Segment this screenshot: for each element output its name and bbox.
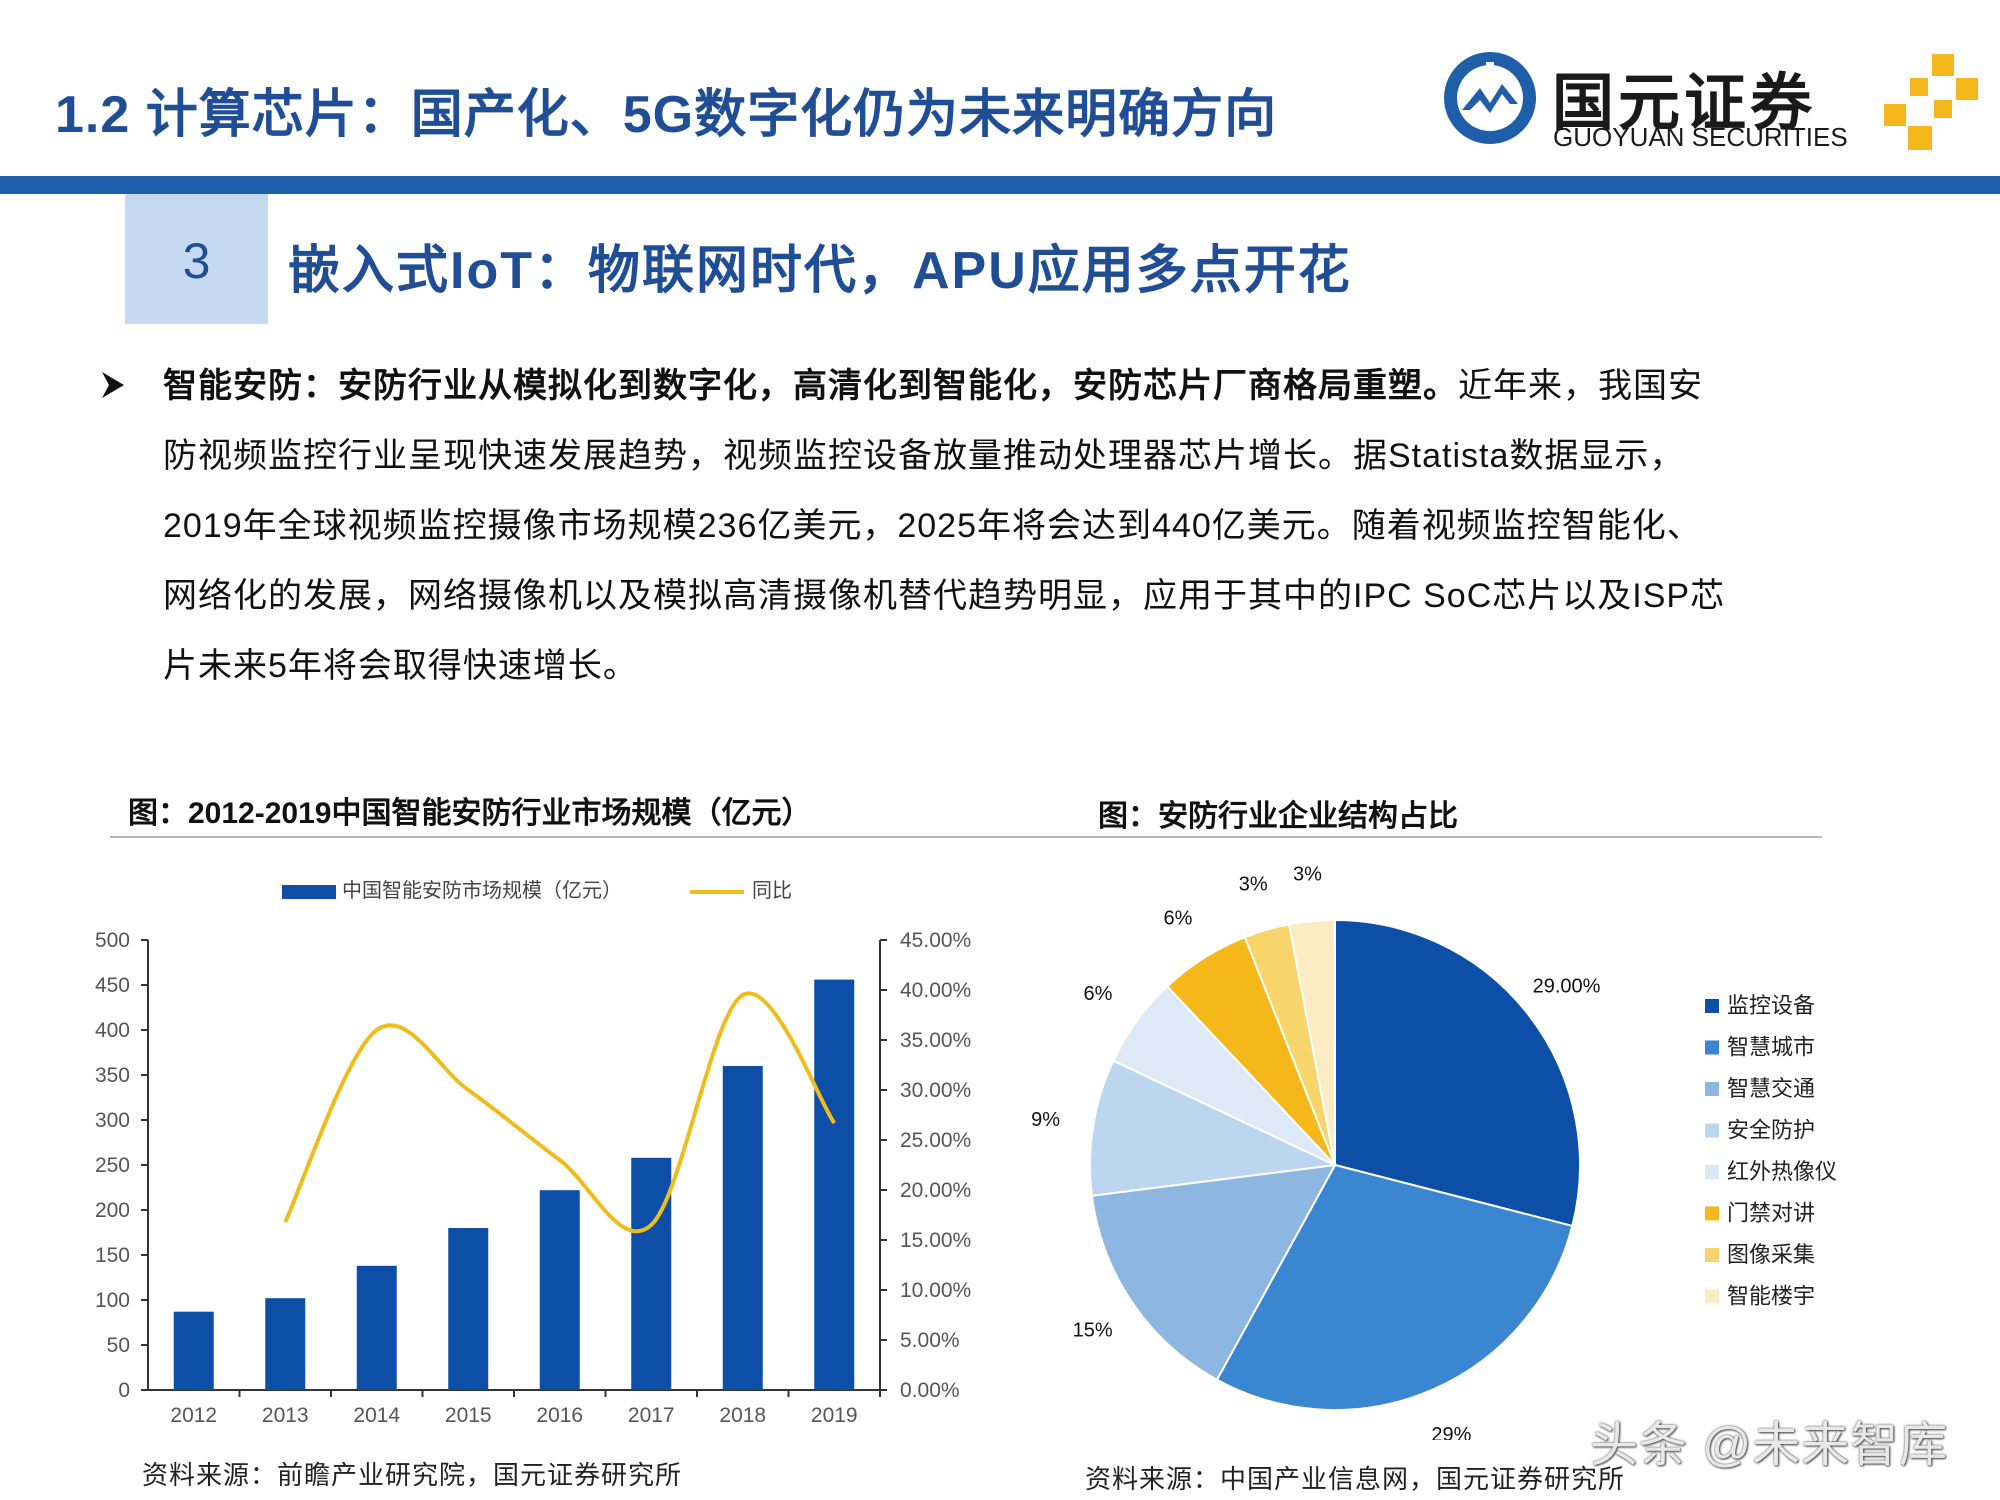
- y-right-tick-label: 30.00%: [900, 1079, 971, 1102]
- x-tick-label: 2019: [811, 1404, 858, 1427]
- y-left-tick-label: 150: [95, 1244, 130, 1267]
- section-number: 3: [182, 233, 211, 289]
- legend-label: 智慧交通: [1727, 1076, 1815, 1101]
- legend-swatch: [1705, 1248, 1719, 1262]
- paragraph-line-3: 2019年全球视频监控摄像市场规模236亿美元，2025年将会达到440亿美元。…: [163, 507, 1702, 545]
- bar-2016: [539, 1190, 580, 1390]
- y-left-tick-label: 300: [95, 1109, 130, 1132]
- legend-label-bar: 中国智能安防市场规模（亿元）: [342, 879, 622, 902]
- y-right-tick-label: 10.00%: [900, 1279, 971, 1302]
- bar-2013: [265, 1298, 306, 1390]
- y-right-tick-label: 20.00%: [900, 1179, 971, 1202]
- pie-data-label: 15%: [1073, 1320, 1113, 1342]
- bar-2015: [448, 1228, 489, 1390]
- pie-data-label: 9%: [1031, 1109, 1060, 1131]
- legend-label: 红外热像仪: [1727, 1159, 1837, 1184]
- paragraph-bold-lead: 智能安防：安防行业从模拟化到数字化，高清化到智能化，安防芯片厂商格局重塑。: [163, 367, 1458, 405]
- paragraph-line-1-rest: 近年来，我国安: [1458, 367, 1703, 405]
- pie-slice-2: [1215, 1163, 1574, 1411]
- watermark: 头条 @未来智库: [1590, 1419, 1949, 1472]
- pie-data-label: 6%: [1164, 908, 1193, 930]
- bar-2017: [631, 1157, 672, 1390]
- y-right-tick-label: 40.00%: [900, 979, 971, 1002]
- legend-swatch: [1705, 1082, 1719, 1096]
- y-left-tick-label: 250: [95, 1154, 130, 1177]
- y-left-tick-label: 200: [95, 1199, 130, 1222]
- pie-slice-8: [1287, 918, 1336, 1166]
- bar-2019: [814, 979, 855, 1390]
- x-tick-label: 2013: [262, 1404, 309, 1427]
- legend-swatch: [1705, 1123, 1719, 1138]
- y-right-tick-label: 15.00%: [900, 1229, 971, 1252]
- logo-text-en: GUOYUAN SECURITIES: [1553, 122, 1848, 152]
- guoyuan-logo-icon: [1444, 52, 1536, 144]
- paragraph-line-2: 防视频监控行业呈现快速发展趋势，视频监控设备放量推动处理器芯片增长。据Stati…: [163, 437, 1685, 475]
- legend-swatch: [1705, 999, 1719, 1013]
- legend-label: 门禁对讲: [1727, 1201, 1815, 1226]
- logo-squares-icon: [1884, 54, 1978, 150]
- legend-swatch: [1705, 1165, 1719, 1179]
- pie-data-label: 29.00%: [1533, 975, 1601, 997]
- section-number-box: [125, 194, 268, 324]
- pie-data-label: 3%: [1239, 874, 1268, 896]
- legend-label: 智慧城市: [1727, 1035, 1815, 1060]
- bar-2018: [722, 1066, 763, 1390]
- y-left-tick-label: 50: [107, 1334, 130, 1357]
- y-left-tick-label: 350: [95, 1064, 130, 1087]
- pie-data-label: 29%: [1431, 1424, 1471, 1440]
- legend-label: 智能楼宇: [1727, 1284, 1815, 1309]
- figure-title-divider: [110, 836, 1822, 838]
- x-tick-label: 2017: [628, 1404, 675, 1427]
- legend-label-line: 同比: [752, 879, 792, 902]
- legend-swatch: [1705, 1040, 1719, 1055]
- pie-data-label: 3%: [1293, 863, 1322, 885]
- legend-label: 图像采集: [1727, 1242, 1815, 1267]
- left-figure-source: 资料来源：前瞻产业研究院，国元证券研究所: [142, 1460, 683, 1490]
- y-left-tick-label: 0: [118, 1379, 130, 1402]
- header-divider: [0, 176, 2000, 194]
- logo-text-cn: 国元证券: [1552, 69, 1817, 138]
- y-right-tick-label: 0.00%: [900, 1379, 960, 1402]
- left-figure-title: 图：2012-2019中国智能安防行业市场规模（亿元）: [128, 797, 812, 830]
- y-left-tick-label: 500: [95, 929, 130, 952]
- right-figure-source: 资料来源：中国产业信息网，国元证券研究所: [1085, 1464, 1626, 1494]
- legend-label: 安全防护: [1727, 1118, 1815, 1143]
- y-left-tick-label: 100: [95, 1289, 130, 1312]
- y-right-tick-label: 45.00%: [900, 929, 971, 952]
- legend-swatch-bar: [282, 885, 336, 899]
- y-left-tick-label: 450: [95, 974, 130, 997]
- bullet-arrow-icon: [102, 372, 124, 398]
- x-tick-label: 2015: [445, 1404, 492, 1427]
- y-right-tick-label: 35.00%: [900, 1029, 971, 1052]
- pie-data-label: 6%: [1084, 983, 1113, 1005]
- x-tick-label: 2014: [353, 1404, 400, 1427]
- bar-2014: [356, 1265, 397, 1390]
- section-title: 嵌入式IoT：物联网时代，APU应用多点开花: [288, 242, 1352, 300]
- pie-slice-1: [1334, 918, 1581, 1228]
- right-figure-title: 图：安防行业企业结构占比: [1098, 800, 1458, 833]
- market-size-chart: 中国智能安防市场规模（亿元） 同比 0 50 100 150 200 250 300 350 400…: [95, 879, 971, 1427]
- x-tick-label: 2018: [719, 1404, 766, 1427]
- y-right-tick-label: 25.00%: [900, 1129, 971, 1152]
- paragraph-line-5: 片未来5年将会取得快速增长。: [163, 647, 638, 685]
- x-tick-label: 2016: [536, 1404, 583, 1427]
- legend-label: 监控设备: [1727, 993, 1815, 1018]
- paragraph-line-1: 智能安防：安防行业从模拟化到数字化，高清化到智能化，安防芯片厂商格局重塑。近年来…: [163, 366, 1703, 406]
- pie-slice-4: [1089, 1059, 1339, 1197]
- legend-swatch: [1705, 1289, 1719, 1304]
- page-title: 1.2 计算芯片：国产化、5G数字化仍为未来明确方向: [55, 86, 1278, 144]
- paragraph-line-4: 网络化的发展，网络摄像机以及模拟高清摄像机替代趋势明显，应用于其中的IPC So…: [163, 577, 1726, 615]
- industry-structure-pie-chart: 29.00% 29% 15% 9% 6% 6% 3% 3% 监控设备智慧城市智慧交通安全防护红外…: [1031, 863, 1837, 1440]
- pie-slice-3: [1090, 1163, 1337, 1382]
- y-right-tick-label: 5.00%: [900, 1329, 960, 1352]
- legend-swatch: [1705, 1206, 1719, 1221]
- bar-2012: [173, 1311, 214, 1390]
- y-left-tick-label: 400: [95, 1019, 130, 1042]
- x-tick-label: 2012: [170, 1404, 217, 1427]
